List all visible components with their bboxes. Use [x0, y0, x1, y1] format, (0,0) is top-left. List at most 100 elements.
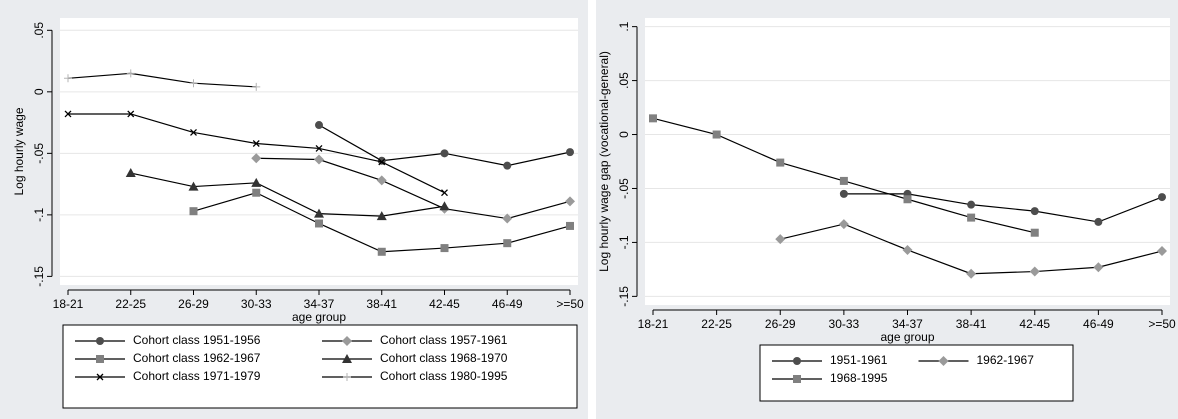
x-tick-label: 30-33: [241, 297, 272, 311]
marker: [1094, 217, 1103, 226]
legend-label: 1951-1961: [830, 353, 888, 367]
x-tick-label: 46-49: [492, 297, 523, 311]
legend-box: [62, 324, 578, 409]
y-tick-label: .05: [32, 22, 46, 39]
y-tick-label: -.05: [32, 143, 46, 164]
x-tick-label: 42-45: [1019, 317, 1050, 331]
marker: [712, 130, 721, 139]
x-tick-label: 34-37: [892, 317, 923, 331]
x-tick-label: 22-25: [115, 297, 146, 311]
marker: [502, 213, 513, 224]
legend-label: 1968-1995: [830, 371, 888, 385]
marker: [127, 110, 135, 118]
series-line: [256, 157, 571, 220]
marker: [343, 373, 351, 381]
marker: [251, 153, 262, 164]
marker: [64, 110, 72, 118]
marker: [503, 161, 512, 170]
marker: [378, 158, 386, 166]
marker: [938, 356, 949, 366]
marker: [967, 213, 976, 222]
legend-label: Cohort class 1968-1970: [380, 351, 508, 365]
marker: [189, 207, 198, 216]
marker: [967, 200, 976, 209]
marker: [440, 149, 449, 158]
marker: [1029, 266, 1040, 277]
marker: [377, 247, 386, 256]
marker: [314, 154, 324, 165]
marker: [776, 158, 785, 167]
marker: [566, 148, 574, 157]
x-tick-label: 38-41: [366, 297, 397, 311]
marker: [314, 208, 324, 218]
marker: [190, 128, 197, 136]
marker: [649, 114, 657, 123]
legend-label: Cohort class 1980-1995: [380, 369, 508, 383]
x-tick-label: 22-25: [701, 317, 732, 331]
marker: [96, 373, 104, 381]
marker: [1030, 207, 1039, 216]
marker: [775, 234, 786, 245]
x-tick-label: 42-45: [429, 297, 460, 311]
marker: [1157, 246, 1167, 257]
legend-box: [759, 344, 1074, 402]
legend-label: 1962-1967: [977, 353, 1035, 367]
marker: [440, 244, 449, 253]
marker: [376, 211, 387, 221]
legend-label: Cohort class 1951-1956: [133, 333, 261, 347]
marker: [439, 201, 450, 211]
marker: [903, 195, 912, 204]
y-tick-label: .1: [617, 21, 631, 31]
x-tick-label: 30-33: [829, 317, 860, 331]
marker: [838, 219, 849, 230]
y-tick-label: .05: [617, 72, 631, 89]
marker: [566, 221, 574, 230]
x-tick-label: 38-41: [956, 317, 987, 331]
marker: [565, 196, 575, 207]
marker: [793, 357, 801, 365]
marker: [125, 168, 136, 178]
marker: [1030, 228, 1039, 237]
x-tick-label: 26-29: [765, 317, 796, 331]
marker: [252, 188, 261, 197]
x-tick-label: >=50: [1148, 317, 1176, 331]
marker: [966, 268, 977, 279]
marker: [64, 74, 72, 83]
series-line: [130, 172, 445, 217]
marker: [96, 355, 104, 363]
plot-area: [645, 18, 1170, 305]
series-line: [67, 72, 257, 88]
y-tick-label: -.05: [617, 178, 631, 199]
marker: [126, 69, 135, 78]
y-tick-label: -.1: [617, 235, 631, 249]
marker: [839, 189, 848, 198]
marker: [96, 337, 104, 345]
y-tick-label: -.1: [32, 208, 46, 222]
marker: [315, 121, 323, 130]
marker: [839, 176, 848, 185]
marker: [342, 354, 352, 363]
plot-area: [60, 18, 578, 285]
x-tick-label: 26-29: [178, 297, 209, 311]
y-tick-label: -.15: [617, 286, 631, 307]
marker: [188, 181, 199, 191]
y-axis-title: Log hourly wage: [12, 107, 26, 195]
x-axis-title: age group: [880, 330, 934, 344]
y-tick-label: 0: [617, 131, 631, 138]
series-line: [843, 193, 1163, 223]
legend-label: Cohort class 1957-1961: [380, 333, 508, 347]
legend-label: Cohort class 1971-1979: [133, 369, 261, 383]
y-tick-label: 0: [32, 88, 46, 95]
y-tick-label: -.15: [32, 266, 46, 287]
x-tick-label: 18-21: [638, 317, 669, 331]
x-tick-label: 18-21: [53, 297, 84, 311]
marker: [503, 239, 512, 248]
marker: [315, 144, 323, 152]
y-axis-title: Log hourly wage gap (vocational-general): [597, 51, 611, 272]
marker: [315, 219, 323, 228]
marker: [902, 244, 913, 255]
x-axis-title: age group: [292, 310, 346, 324]
marker: [1158, 193, 1166, 202]
marker: [189, 79, 198, 88]
x-tick-label: 46-49: [1083, 317, 1114, 331]
